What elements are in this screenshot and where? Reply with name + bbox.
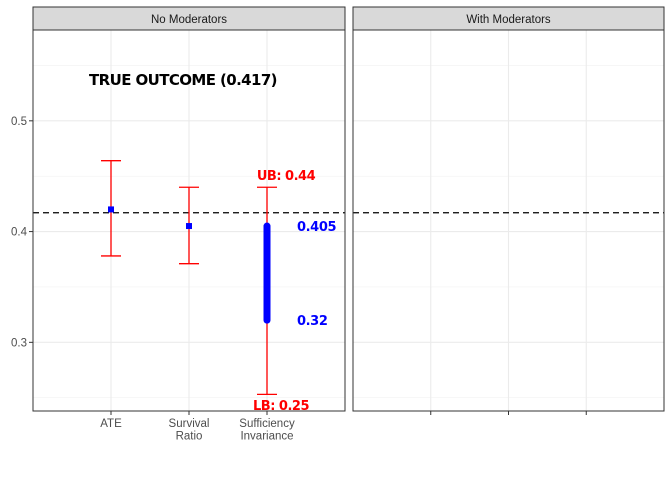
x-tick-label: Survival	[169, 418, 210, 430]
x-tick-label: Sufficiency	[239, 418, 295, 430]
y-tick-label: 0.4	[11, 227, 28, 239]
chart-marks	[101, 160, 277, 396]
upper-bound-label: UB: 0.44	[257, 169, 316, 184]
range-low-label: 0.32	[297, 314, 327, 329]
x-tick-label: ATE	[100, 418, 122, 430]
x-tick-label: Ratio	[176, 431, 203, 443]
y-tick-label: 0.5	[11, 116, 27, 128]
range-high-label: 0.405	[297, 220, 336, 235]
left-strip-title: No Moderators	[151, 14, 227, 26]
point-estimate	[186, 223, 192, 230]
true-outcome-label: TRUE OUTCOME (0.417)	[89, 71, 277, 89]
lower-bound-label: LB: 0.25	[253, 399, 309, 414]
right-grid	[353, 30, 664, 411]
right-strip-title: With Moderators	[466, 14, 551, 26]
x-tick-label: Invariance	[240, 431, 293, 443]
point-estimate	[108, 206, 114, 213]
y-tick-label: 0.3	[11, 337, 27, 349]
